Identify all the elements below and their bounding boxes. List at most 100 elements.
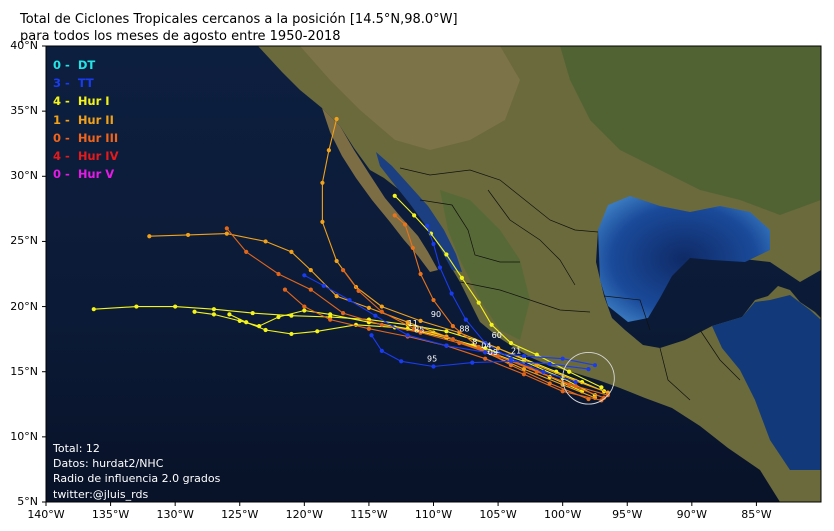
storm-track-point xyxy=(586,367,591,372)
lat-tick-label: 30°N xyxy=(10,169,38,183)
storm-track-line xyxy=(304,274,596,366)
storm-track-point xyxy=(547,381,552,386)
storm-track-point xyxy=(356,288,361,294)
storm-track-point xyxy=(392,213,397,218)
storm-track-point xyxy=(185,232,191,238)
storm-track-point xyxy=(320,219,325,224)
storm-track-point xyxy=(379,309,384,314)
legend-label: DT xyxy=(77,58,96,72)
storm-track-point xyxy=(431,364,436,369)
storm-track-point xyxy=(289,313,294,318)
lat-tick-label: 35°N xyxy=(10,104,38,118)
track-year-label: 85 xyxy=(414,326,424,335)
storm-track-point xyxy=(282,287,288,292)
storm-track-line xyxy=(284,289,602,401)
gulf-of-mexico xyxy=(598,196,770,322)
storm-track-point xyxy=(399,359,404,364)
legend-label: Hur III xyxy=(77,130,119,145)
storm-track-point xyxy=(541,369,546,374)
storm-track-point xyxy=(134,304,139,309)
map-title: Total de Ciclones Tropicales cercanos a … xyxy=(20,11,458,45)
storm-track-point xyxy=(573,380,578,385)
storm-track-point xyxy=(437,265,443,270)
data-source-text: Datos: hurdat2/NHC xyxy=(53,457,164,471)
influence-radius-circle xyxy=(562,351,615,405)
storm-track-point xyxy=(412,213,417,218)
legend-count: 0 xyxy=(53,130,62,145)
storm-track-point xyxy=(369,333,374,338)
country-borders xyxy=(399,167,741,401)
storm-track-point xyxy=(347,297,352,303)
lon-tick-label: 120°W xyxy=(285,508,324,521)
storm-track-point xyxy=(91,307,96,312)
storm-track-point xyxy=(534,352,539,357)
storm-track-point xyxy=(402,222,408,227)
storm-track-point xyxy=(211,307,217,312)
storm-track-point xyxy=(418,271,423,277)
storm-track-point xyxy=(334,116,339,122)
legend-item-hur-5: 0 - Hur V xyxy=(53,167,115,182)
storm-track-point xyxy=(444,252,449,257)
storm-track-point xyxy=(599,385,604,390)
storm-track-point xyxy=(444,329,449,334)
storm-track-point xyxy=(412,326,417,331)
legend-item-tt: 3 - TT xyxy=(53,76,94,91)
storm-track-point xyxy=(405,320,410,325)
storm-track-point xyxy=(483,340,488,346)
lon-tick-label: 105°W xyxy=(479,508,517,521)
gulf-of-california xyxy=(376,152,462,272)
storm-track-point xyxy=(289,331,294,337)
storm-track-point xyxy=(444,343,449,348)
storm-track-point xyxy=(147,234,152,239)
storm-track-point xyxy=(459,275,465,281)
storm-track-point xyxy=(418,318,423,324)
storm-track-point xyxy=(567,382,572,387)
storm-track-point xyxy=(483,356,488,361)
storm-track-point xyxy=(302,304,307,309)
storm-track-line xyxy=(394,214,589,400)
total-count-text: Total: 12 xyxy=(53,442,100,455)
storm-tracks xyxy=(91,116,610,403)
info-box: Total: 12 Datos: hurdat2/NHC Radio de in… xyxy=(53,441,220,502)
influence-radius-text: Radio de influencia 2.0 grados xyxy=(53,472,221,486)
legend-count: 1 xyxy=(53,112,62,127)
storm-track-point xyxy=(410,245,415,251)
storm-track-point xyxy=(508,359,514,364)
track-year-label: 90 xyxy=(431,310,441,319)
storm-track-point xyxy=(521,367,527,372)
category-legend: 0 - DT 3 - TT 4 - Hur I 1 - Hur II 0 - H… xyxy=(53,56,118,183)
storm-track-point xyxy=(328,312,333,317)
legend-label: TT xyxy=(77,76,94,91)
storm-track-point xyxy=(315,329,320,334)
lon-tick-label: 140°W xyxy=(27,508,65,521)
storm-track-point xyxy=(224,231,229,236)
storm-track-point xyxy=(470,360,475,365)
lat-tick-label: 10°N xyxy=(10,429,38,443)
eastern-forest xyxy=(560,46,821,215)
storm-track-point xyxy=(276,314,281,320)
track-year-label: 09 xyxy=(488,348,498,357)
legend-label: Hur IV xyxy=(77,148,119,163)
storm-track-point xyxy=(560,356,565,361)
storm-track-line xyxy=(226,228,609,396)
storm-track-point xyxy=(567,369,572,374)
legend-item-dt: 0 - DT xyxy=(53,58,96,72)
legend-count: 0 xyxy=(53,58,62,72)
lon-tick-label: 135°W xyxy=(91,508,130,521)
lon-tick-label: 125°W xyxy=(221,508,259,521)
legend-item-hur-3: 0 - Hur III xyxy=(53,130,119,145)
storm-track-point xyxy=(366,326,372,331)
legend-count: 4 xyxy=(53,148,62,163)
track-year-label: 21 xyxy=(511,346,521,355)
lon-tick-label: 85°W xyxy=(741,508,772,521)
lat-tick-label: 40°N xyxy=(10,39,38,52)
storm-track-point xyxy=(489,322,494,327)
storm-track-point xyxy=(263,327,268,333)
storm-track-point xyxy=(224,226,229,231)
storm-track-point xyxy=(326,148,331,153)
track-year-label: 88 xyxy=(459,324,469,333)
storm-track-point xyxy=(334,258,339,264)
track-year-label: 60 xyxy=(492,331,502,340)
storm-track-point xyxy=(483,350,488,355)
